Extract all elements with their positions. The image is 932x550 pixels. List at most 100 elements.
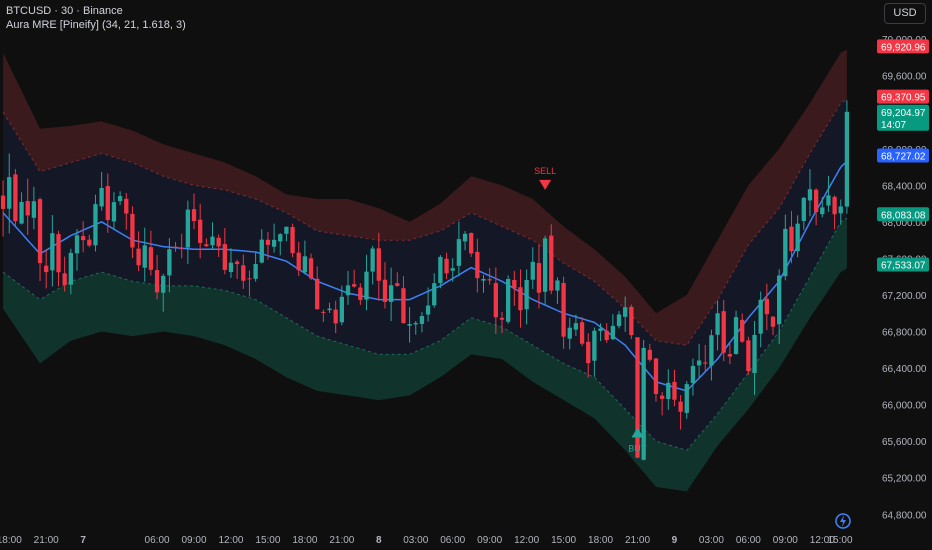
candle-body [703, 362, 708, 364]
candle-body [7, 177, 12, 209]
candle-body [80, 236, 86, 241]
candle-body [838, 206, 843, 214]
candle-body [783, 228, 788, 277]
candle-body [364, 271, 369, 300]
candle-body [339, 296, 345, 323]
x-tick-label: 06:00 [145, 535, 170, 546]
candle-body [721, 311, 726, 353]
candle-body [561, 282, 566, 337]
sell-signal-triangle [539, 179, 552, 190]
x-tick-label: 03:00 [699, 535, 724, 546]
candle-body [820, 207, 825, 215]
candle-body [530, 261, 535, 280]
y-tick-label: 64,800.00 [882, 510, 927, 521]
upper-inner-price-tag [877, 89, 929, 104]
candle-body [234, 261, 240, 265]
candle-body [198, 219, 203, 243]
y-tick-label: 65,200.00 [882, 474, 927, 485]
x-tick-label: 15:00 [551, 535, 576, 546]
x-tick-label: 18:00 [0, 535, 22, 546]
mid-line-price-tag [877, 148, 929, 163]
candle-body [598, 328, 603, 331]
candle-body [302, 256, 308, 273]
candle-body [62, 273, 67, 285]
candle-body [191, 209, 197, 222]
candle-body [746, 340, 751, 372]
candle-body [764, 298, 770, 315]
candle-body [438, 256, 443, 284]
candle-body [241, 265, 246, 281]
x-tick-label: 12:00 [218, 535, 243, 546]
y-tick-label: 67,200.00 [882, 291, 927, 302]
candle-body [684, 384, 689, 413]
candle-body [709, 335, 714, 366]
x-tick-label: 12:00 [514, 535, 539, 546]
candle-body [678, 401, 683, 412]
candle-body [770, 316, 776, 327]
candle-body [555, 280, 560, 291]
candle-body [647, 349, 652, 360]
bar-countdown-text: 14:07 [881, 120, 906, 131]
candle-body [444, 258, 449, 274]
candle-body [740, 319, 745, 342]
candle-body [290, 227, 295, 254]
mid-line-price-text: 68,727.02 [881, 151, 926, 162]
candle-body [696, 360, 702, 366]
candle-body [352, 284, 357, 287]
lower-inner-price-tag [877, 207, 929, 222]
upper-band-price-text: 69,920.96 [881, 42, 926, 53]
time-axis[interactable]: 18:0021:00706:0009:0012:0015:0018:0021:0… [0, 535, 853, 546]
candle-body [499, 317, 505, 320]
y-tick-label: 66,000.00 [882, 401, 927, 412]
x-tick-label: 15:00 [827, 535, 852, 546]
candle-body [19, 201, 24, 224]
x-tick-label: 18:00 [292, 535, 317, 546]
candle-body [93, 204, 98, 246]
candle-body [801, 197, 806, 221]
candle-body [567, 327, 572, 339]
candle-body [173, 246, 178, 248]
y-tick-label: 68,400.00 [882, 181, 927, 192]
candle-body [475, 251, 480, 279]
candle-body [204, 244, 209, 247]
lower-band-price-tag [877, 257, 929, 272]
upper-inner-line [2, 99, 848, 346]
candle-body [536, 263, 542, 293]
candle-body [358, 287, 363, 300]
candle-body [469, 232, 474, 254]
currency-button[interactable]: USD [884, 3, 926, 24]
candle-body [44, 265, 49, 273]
lower-inner-price-text: 68,083.08 [881, 210, 926, 221]
candle-body [321, 311, 326, 313]
y-tick-label: 66,800.00 [882, 328, 927, 339]
candle-body [666, 382, 671, 399]
candle-body [13, 174, 18, 222]
tradingview-lightning-icon[interactable] [834, 512, 852, 530]
candle-body [345, 285, 351, 296]
candle-body [844, 111, 850, 207]
candle-body [807, 189, 813, 201]
candle-body [413, 323, 418, 325]
x-tick-label: 15:00 [255, 535, 280, 546]
candle-body [327, 308, 332, 311]
candle-body [271, 239, 277, 247]
candle-body [832, 196, 837, 215]
candle-body [425, 305, 431, 315]
x-tick-label: 21:00 [625, 535, 650, 546]
candle-body [308, 258, 314, 279]
candle-body [727, 354, 733, 357]
candle-body [659, 395, 665, 399]
candle-body [0, 195, 6, 209]
x-tick-label: 09:00 [182, 535, 207, 546]
candle-body [826, 195, 831, 206]
candle-body [117, 196, 123, 202]
x-tick-label: 09:00 [773, 535, 798, 546]
candle-body [462, 233, 468, 242]
candle-body [216, 237, 221, 247]
candle-body [388, 285, 394, 302]
candle-body [653, 358, 659, 394]
lower-band-price-text: 67,533.07 [881, 261, 926, 272]
candle-body [333, 309, 338, 324]
last-price-price-tag [877, 104, 929, 131]
